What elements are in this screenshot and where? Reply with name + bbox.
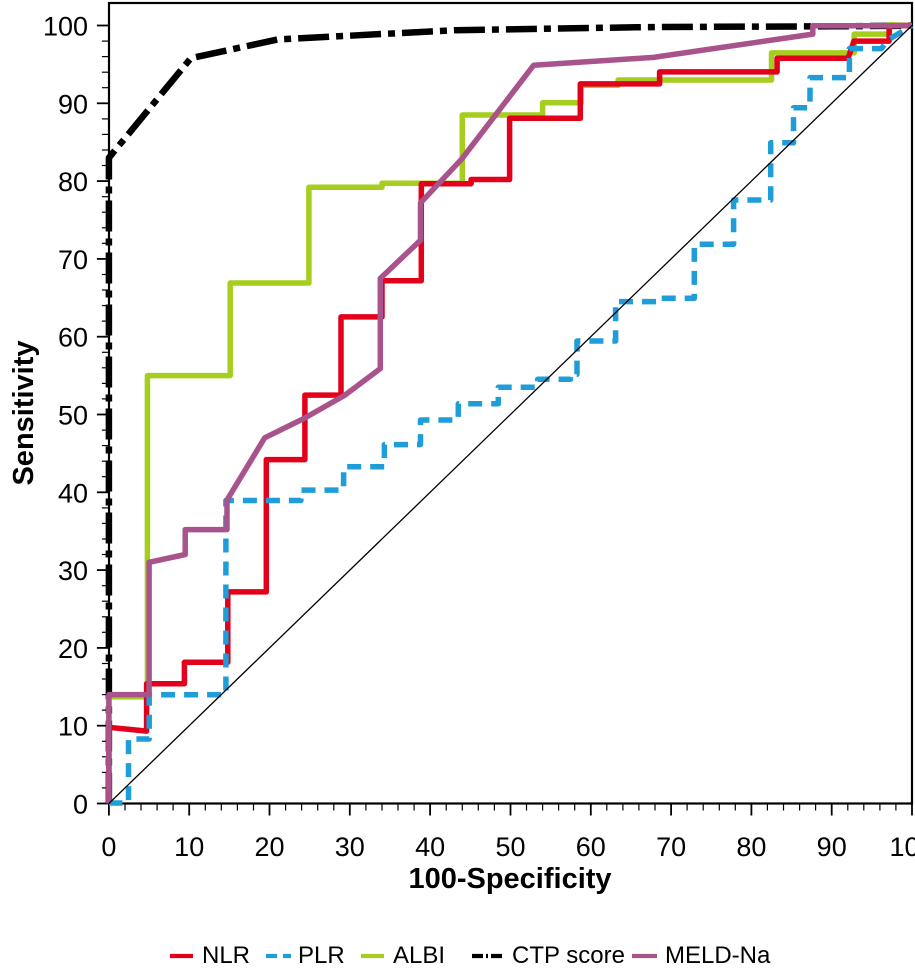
svg-text:50: 50	[58, 401, 88, 431]
svg-text:ALBI: ALBI	[393, 942, 445, 966]
svg-text:80: 80	[736, 832, 766, 862]
svg-text:60: 60	[58, 323, 88, 353]
svg-text:NLR: NLR	[202, 942, 250, 966]
svg-text:60: 60	[576, 832, 606, 862]
svg-text:30: 30	[58, 556, 88, 586]
svg-text:10: 10	[58, 712, 88, 742]
svg-text:100: 100	[43, 12, 88, 42]
svg-text:90: 90	[58, 89, 88, 119]
svg-text:0: 0	[101, 832, 116, 862]
svg-text:PLR: PLR	[298, 942, 345, 966]
svg-text:50: 50	[495, 832, 525, 862]
svg-text:0: 0	[73, 790, 88, 820]
svg-text:70: 70	[58, 245, 88, 275]
svg-text:20: 20	[58, 634, 88, 664]
svg-text:70: 70	[656, 832, 686, 862]
svg-text:40: 40	[58, 478, 88, 508]
svg-text:100: 100	[889, 832, 915, 862]
svg-text:10: 10	[174, 832, 204, 862]
svg-text:40: 40	[415, 832, 445, 862]
svg-text:100-Specificity: 100-Specificity	[408, 863, 611, 895]
svg-text:CTP score: CTP score	[512, 942, 625, 966]
svg-text:80: 80	[58, 167, 88, 197]
svg-text:20: 20	[254, 832, 284, 862]
svg-text:90: 90	[817, 832, 847, 862]
svg-text:30: 30	[335, 832, 365, 862]
svg-text:Sensitivity: Sensitivity	[8, 340, 40, 485]
svg-text:MELD-Na: MELD-Na	[665, 942, 771, 966]
